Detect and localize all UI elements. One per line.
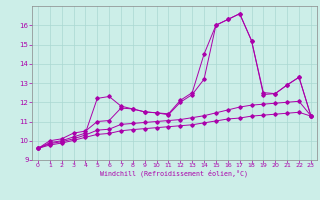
X-axis label: Windchill (Refroidissement éolien,°C): Windchill (Refroidissement éolien,°C) xyxy=(100,170,248,177)
